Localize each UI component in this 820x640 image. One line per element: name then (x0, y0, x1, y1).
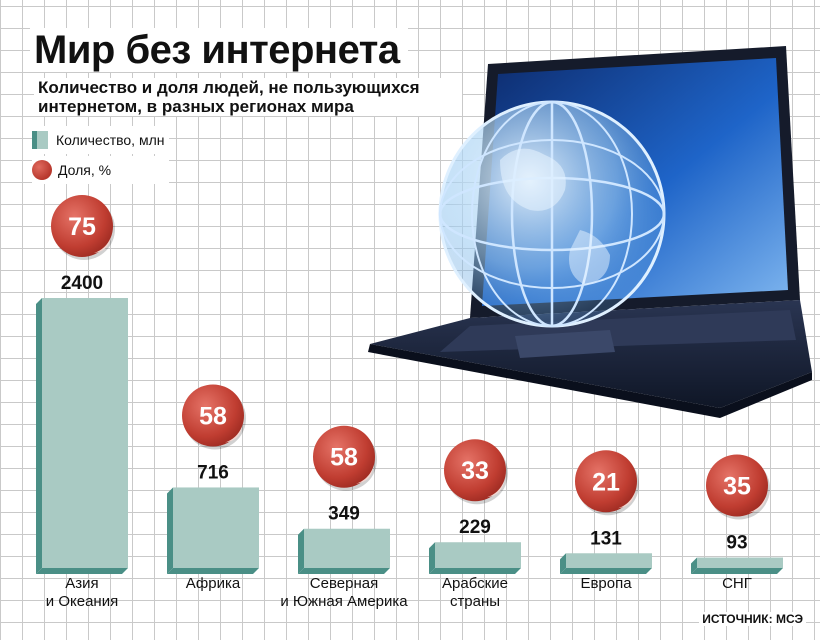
legend-label-share: Доля, % (58, 162, 112, 178)
share-badge-label: 33 (461, 457, 489, 485)
bar-side (36, 298, 42, 574)
bar-value-label: 2400 (61, 273, 103, 294)
category-label-line: СНГ (722, 575, 752, 592)
bar (42, 298, 128, 568)
bars-layer: 2400 75 Азия и Океания 716 58 Африка 349 58 Север… (36, 195, 783, 610)
bar-side (560, 553, 566, 574)
badge-swatch-icon (32, 160, 52, 180)
legend: Количество, млн Доля, % (32, 126, 169, 186)
bar (697, 557, 783, 568)
bar (304, 528, 390, 568)
badge-curl (94, 237, 111, 253)
bar-bottom-edge (560, 568, 652, 574)
badge-curl (749, 496, 766, 513)
bar-value-label: 349 (328, 504, 360, 525)
bar-side (429, 542, 435, 574)
category-label: Азия и Океания (46, 575, 118, 610)
share-badge-label: 75 (68, 213, 96, 241)
category-label-line: Африка (186, 575, 241, 592)
share-badge-label: 58 (199, 402, 227, 430)
badge-curl (356, 467, 373, 484)
share-badge (51, 195, 113, 257)
share-badge-label: 21 (592, 468, 620, 496)
category-label-line: Северная (310, 575, 378, 592)
category-label-line: и Океания (46, 593, 118, 610)
chart-subtitle: Количество и доля людей, не пользующихся… (34, 78, 462, 116)
bar-bottom-edge (167, 568, 259, 574)
source-note: ИСТОЧНИК: МСЭ (699, 612, 806, 626)
share-badge (575, 450, 637, 513)
share-badge (182, 384, 244, 447)
legend-item-share: Доля, % (32, 156, 169, 184)
category-label-line: и Южная Америка (280, 593, 408, 610)
bar-value-label: 131 (590, 528, 622, 549)
category-label-line: Арабские (442, 575, 508, 592)
bar-value-label: 93 (726, 533, 747, 554)
bar-swatch-icon (32, 131, 48, 149)
laptop-globe-icon (368, 46, 812, 418)
bar-value-label: 229 (459, 517, 491, 538)
bar-bottom-edge (298, 568, 390, 574)
bar (435, 542, 521, 568)
bar (173, 487, 259, 568)
category-label-line: Европа (580, 575, 632, 592)
share-badge (706, 454, 768, 517)
legend-label-count: Количество, млн (56, 132, 165, 148)
badge-curl (225, 426, 242, 443)
share-badge (313, 425, 375, 488)
chart-title: Мир без интернета (30, 28, 408, 72)
category-label: СНГ (722, 575, 752, 592)
category-label: Европа (580, 575, 632, 592)
legend-item-count: Количество, млн (32, 126, 169, 154)
category-label: Африка (186, 575, 241, 592)
bar-value-label: 716 (197, 462, 229, 483)
bar-side (167, 487, 173, 574)
share-badge-label: 35 (723, 473, 751, 501)
category-label-line: Азия (65, 575, 98, 592)
share-badge (444, 439, 506, 502)
bar-bottom-edge (36, 568, 128, 574)
category-label-line: страны (450, 593, 500, 610)
bar-side (691, 557, 697, 574)
badge-curl (618, 492, 635, 509)
category-label: Арабские страны (442, 575, 508, 610)
share-badge-label: 58 (330, 444, 358, 472)
bar-side (298, 528, 304, 574)
category-label: Северная и Южная Америка (280, 575, 408, 610)
bar (566, 553, 652, 568)
badge-curl (487, 481, 504, 498)
bar-bottom-edge (691, 568, 783, 574)
bar-bottom-edge (429, 568, 521, 574)
